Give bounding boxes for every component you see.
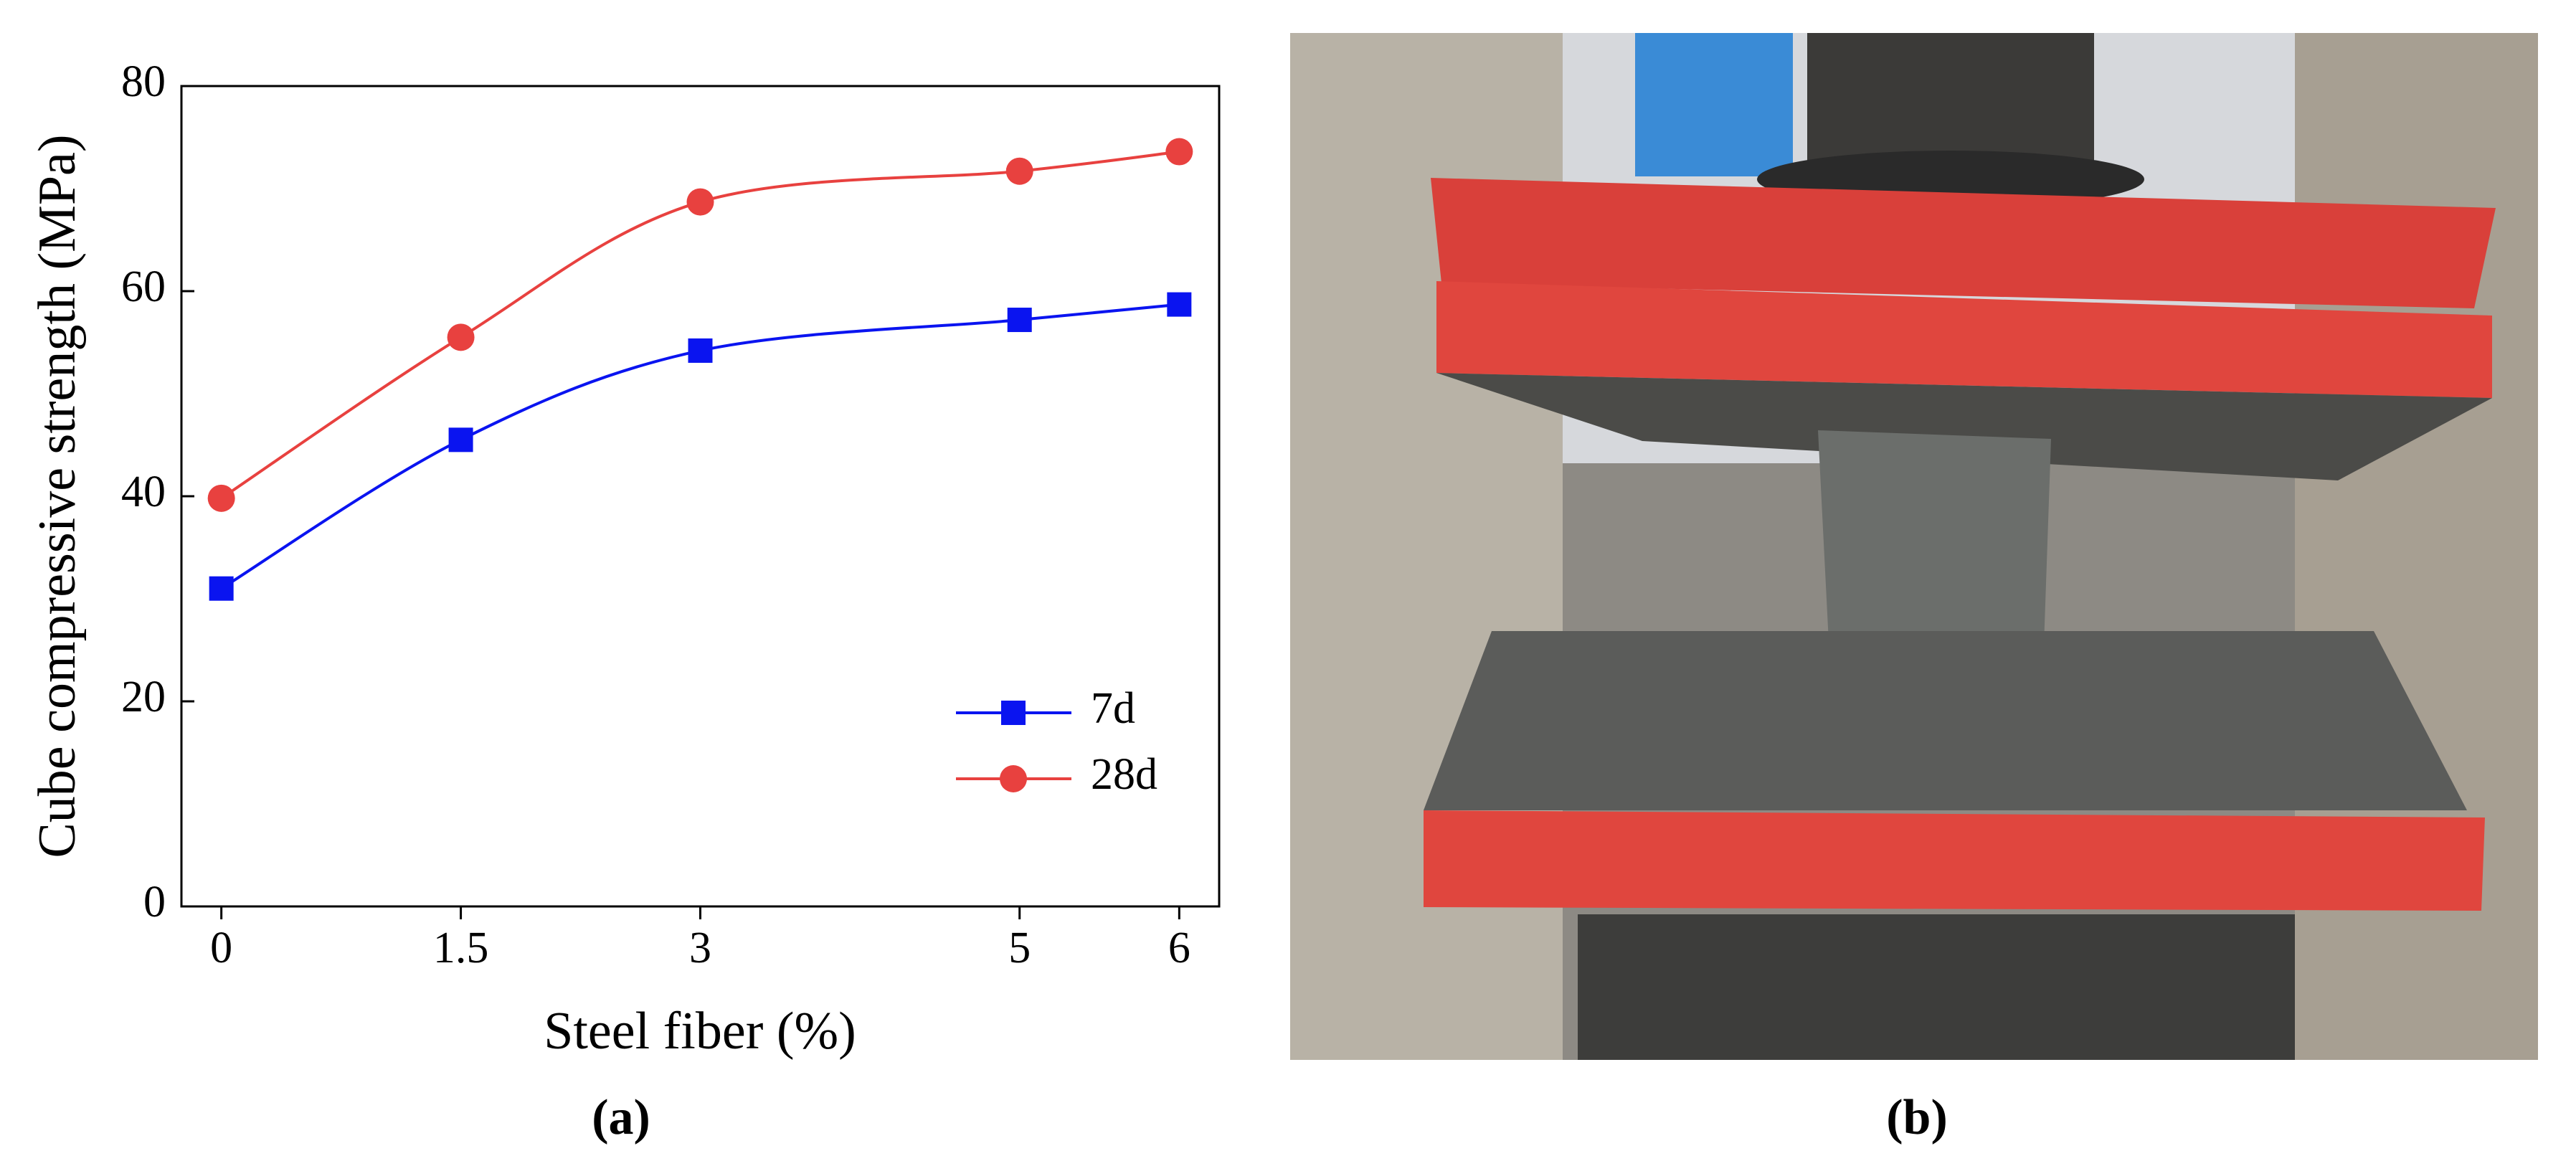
data-point: [1165, 138, 1193, 166]
blue-curtain: [1635, 33, 1793, 176]
data-point: [447, 323, 475, 351]
y-tick-label: 80: [121, 57, 166, 106]
y-tick-label: 0: [143, 878, 166, 927]
x-tick-label: 6: [1168, 924, 1190, 972]
lower-plate: [1424, 810, 2485, 911]
series-line: [220, 150, 1180, 500]
x-tick-label: 0: [210, 924, 232, 972]
x-tick-label: 1.5: [433, 924, 489, 972]
y-axis-label: Cube compressive strength (MPa): [28, 134, 87, 858]
upper-plate: [1431, 178, 2496, 308]
legend-marker: [1000, 765, 1027, 792]
x-tick-label: 5: [1008, 924, 1031, 972]
data-point: [448, 427, 473, 452]
data-point: [209, 576, 234, 601]
photo: [1290, 33, 2538, 1060]
y-tick-label: 40: [121, 468, 166, 516]
lower-tray: [1424, 631, 2467, 810]
panel-label: (a): [592, 1090, 650, 1145]
data-point: [1167, 292, 1192, 317]
y-tick-label: 20: [121, 673, 166, 721]
legend-label: 7d: [1091, 684, 1135, 733]
upper-plate-bottom: [1436, 373, 2492, 480]
press-base: [1578, 914, 2295, 1060]
data-point: [688, 338, 713, 363]
concrete-cube: [1818, 430, 2051, 645]
data-point: [686, 188, 714, 216]
data-point: [1005, 157, 1033, 185]
y-tick-label: 60: [121, 262, 166, 311]
legend-marker: [1001, 701, 1026, 725]
data-point: [1007, 308, 1032, 333]
x-axis-label: Steel fiber (%): [544, 1002, 856, 1061]
data-point: [207, 484, 235, 512]
upper-plate-face: [1436, 281, 2492, 398]
x-tick-label: 3: [689, 924, 711, 972]
panel-label: (b): [1886, 1090, 1948, 1145]
legend-label: 28d: [1091, 750, 1157, 799]
